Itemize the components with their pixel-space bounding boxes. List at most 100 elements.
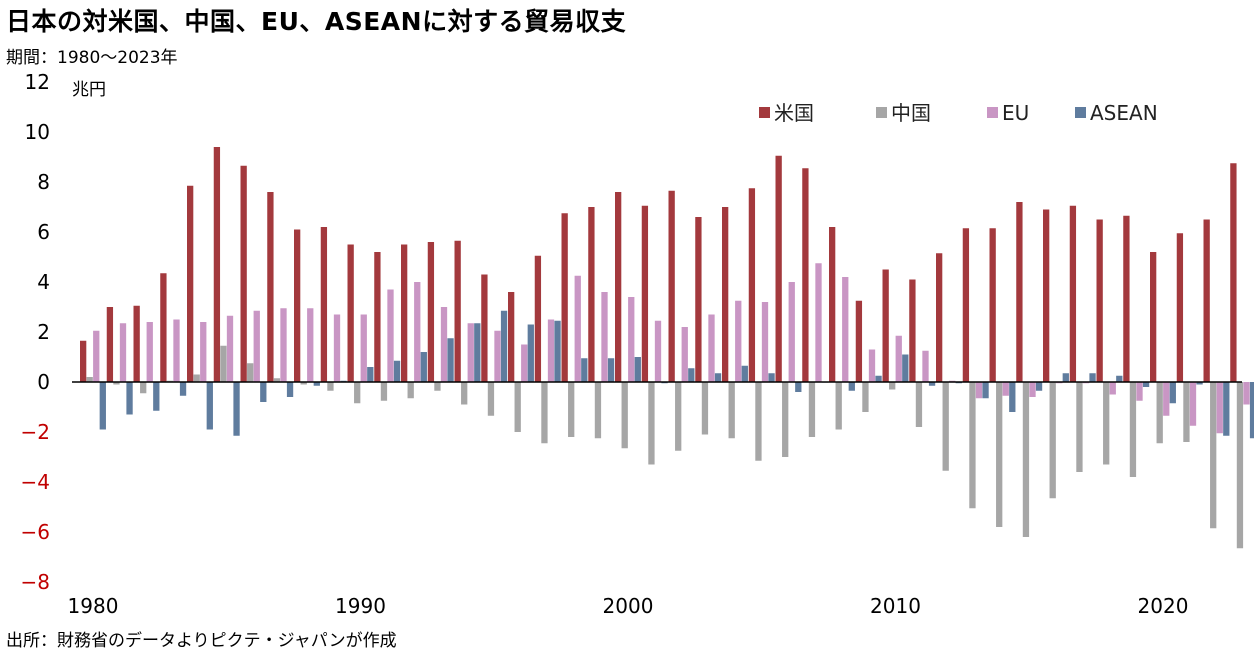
bar-china-2013 <box>969 382 976 509</box>
bar-china-1981 <box>113 382 120 385</box>
bar-eu-1989 <box>333 314 341 382</box>
bar-us-2002 <box>668 190 675 382</box>
bar-china-1982 <box>140 382 147 394</box>
legend: 米国 中国 EU ASEAN <box>759 101 1158 125</box>
x-tick-label: 2000 <box>603 594 654 618</box>
bar-asean-2019 <box>1142 382 1150 387</box>
bar-eu-2019 <box>1136 382 1143 401</box>
y-tick-label: −2 <box>21 420 50 444</box>
bar-eu-2002 <box>681 327 688 382</box>
bar-eu-2007 <box>815 263 822 382</box>
bar-asean-1998 <box>581 358 588 382</box>
bar-china-1999 <box>594 382 602 439</box>
bar-china-1986 <box>247 363 254 382</box>
bar-china-2005 <box>755 382 762 461</box>
bar-us-2009 <box>855 300 863 382</box>
bar-asean-2013 <box>982 382 989 399</box>
bar-us-1983 <box>160 273 167 382</box>
bar-eu-2005 <box>761 302 769 382</box>
bar-asean-2020 <box>1169 382 1176 404</box>
bar-china-2018 <box>1103 382 1110 465</box>
bar-us-1986 <box>240 165 247 382</box>
bar-eu-1986 <box>253 310 260 382</box>
y-tick-label: 6 <box>37 220 50 244</box>
bar-eu-2010 <box>895 335 902 382</box>
bar-eu-2011 <box>922 350 929 382</box>
bar-china-1997 <box>541 382 548 444</box>
bar-us-2013 <box>962 228 970 382</box>
bar-china-2012 <box>942 382 949 471</box>
bar-asean-2000 <box>634 357 641 382</box>
bar-us-2018 <box>1096 219 1103 382</box>
bar-china-2007 <box>808 382 816 437</box>
bar-china-2001 <box>648 382 655 465</box>
bar-eu-2008 <box>842 277 849 382</box>
bar-us-1987 <box>267 192 274 382</box>
bar-china-1996 <box>514 382 521 432</box>
bar-asean-2016 <box>1062 373 1069 382</box>
bar-china-2002 <box>675 382 682 451</box>
bar-eu-2013 <box>975 382 983 399</box>
bar-us-1997 <box>534 255 542 382</box>
bar-china-2023 <box>1236 382 1244 549</box>
bar-china-1992 <box>407 382 414 399</box>
bars-group <box>80 147 1254 549</box>
bar-china-2008 <box>835 382 842 430</box>
bar-us-2016 <box>1043 209 1050 382</box>
bar-asean-2014 <box>1009 382 1016 412</box>
bar-eu-2018 <box>1109 382 1116 395</box>
chart-title: 日本の対米国、中国、EU、ASEANに対する貿易収支 <box>6 7 627 36</box>
bar-us-2006 <box>775 155 782 382</box>
bar-us-2007 <box>802 168 809 382</box>
bar-eu-1984 <box>200 322 207 382</box>
bar-us-1980 <box>80 340 87 382</box>
bar-us-2021 <box>1176 233 1184 382</box>
y-tick-label: −4 <box>21 470 50 494</box>
bar-us-1990 <box>347 244 354 382</box>
bar-eu-1980 <box>93 330 100 382</box>
bar-eu-1990 <box>360 314 367 382</box>
bar-china-1985 <box>220 345 227 382</box>
bar-asean-2005 <box>768 373 775 382</box>
bar-china-1988 <box>300 382 307 385</box>
bar-eu-1983 <box>173 319 180 382</box>
bar-us-2020 <box>1150 252 1157 382</box>
bar-china-2014 <box>996 382 1003 527</box>
bar-china-2000 <box>621 382 628 449</box>
bar-asean-2023 <box>1249 382 1254 439</box>
bar-eu-1988 <box>307 308 314 382</box>
bar-asean-1996 <box>527 324 534 382</box>
bar-asean-1981 <box>126 382 133 415</box>
bar-us-1988 <box>294 229 301 382</box>
bar-eu-1996 <box>521 344 528 382</box>
legend-label-eu: EU <box>1002 101 1029 125</box>
bar-asean-1988 <box>313 382 320 386</box>
bar-eu-1999 <box>601 292 608 382</box>
bar-us-2023 <box>1230 163 1237 382</box>
bar-china-1995 <box>487 382 495 416</box>
bar-eu-2006 <box>788 282 795 382</box>
bar-eu-1998 <box>574 275 581 382</box>
bar-eu-2001 <box>654 320 662 382</box>
y-tick-label: −8 <box>21 570 50 594</box>
source-note: 出所：財務省のデータよりピクテ・ジャパンが作成 <box>6 631 397 651</box>
bar-eu-1992 <box>414 282 421 382</box>
bar-us-2010 <box>882 269 889 382</box>
bar-eu-1995 <box>494 330 501 382</box>
bar-asean-1987 <box>286 382 294 397</box>
legend-label-china: 中国 <box>891 101 931 125</box>
bar-us-2001 <box>641 205 649 382</box>
bar-us-2008 <box>829 227 836 382</box>
bar-china-1994 <box>461 382 468 405</box>
x-tick-label: 1980 <box>68 594 119 618</box>
bar-us-2011 <box>909 279 916 382</box>
bar-china-2020 <box>1156 382 1163 444</box>
bar-asean-1982 <box>153 382 160 411</box>
bar-asean-1984 <box>206 382 213 430</box>
y-tick-label: −6 <box>21 520 50 544</box>
bar-us-1985 <box>213 147 221 382</box>
bar-us-2015 <box>1016 202 1023 382</box>
bar-us-2003 <box>695 217 702 382</box>
bar-us-2017 <box>1069 205 1077 382</box>
